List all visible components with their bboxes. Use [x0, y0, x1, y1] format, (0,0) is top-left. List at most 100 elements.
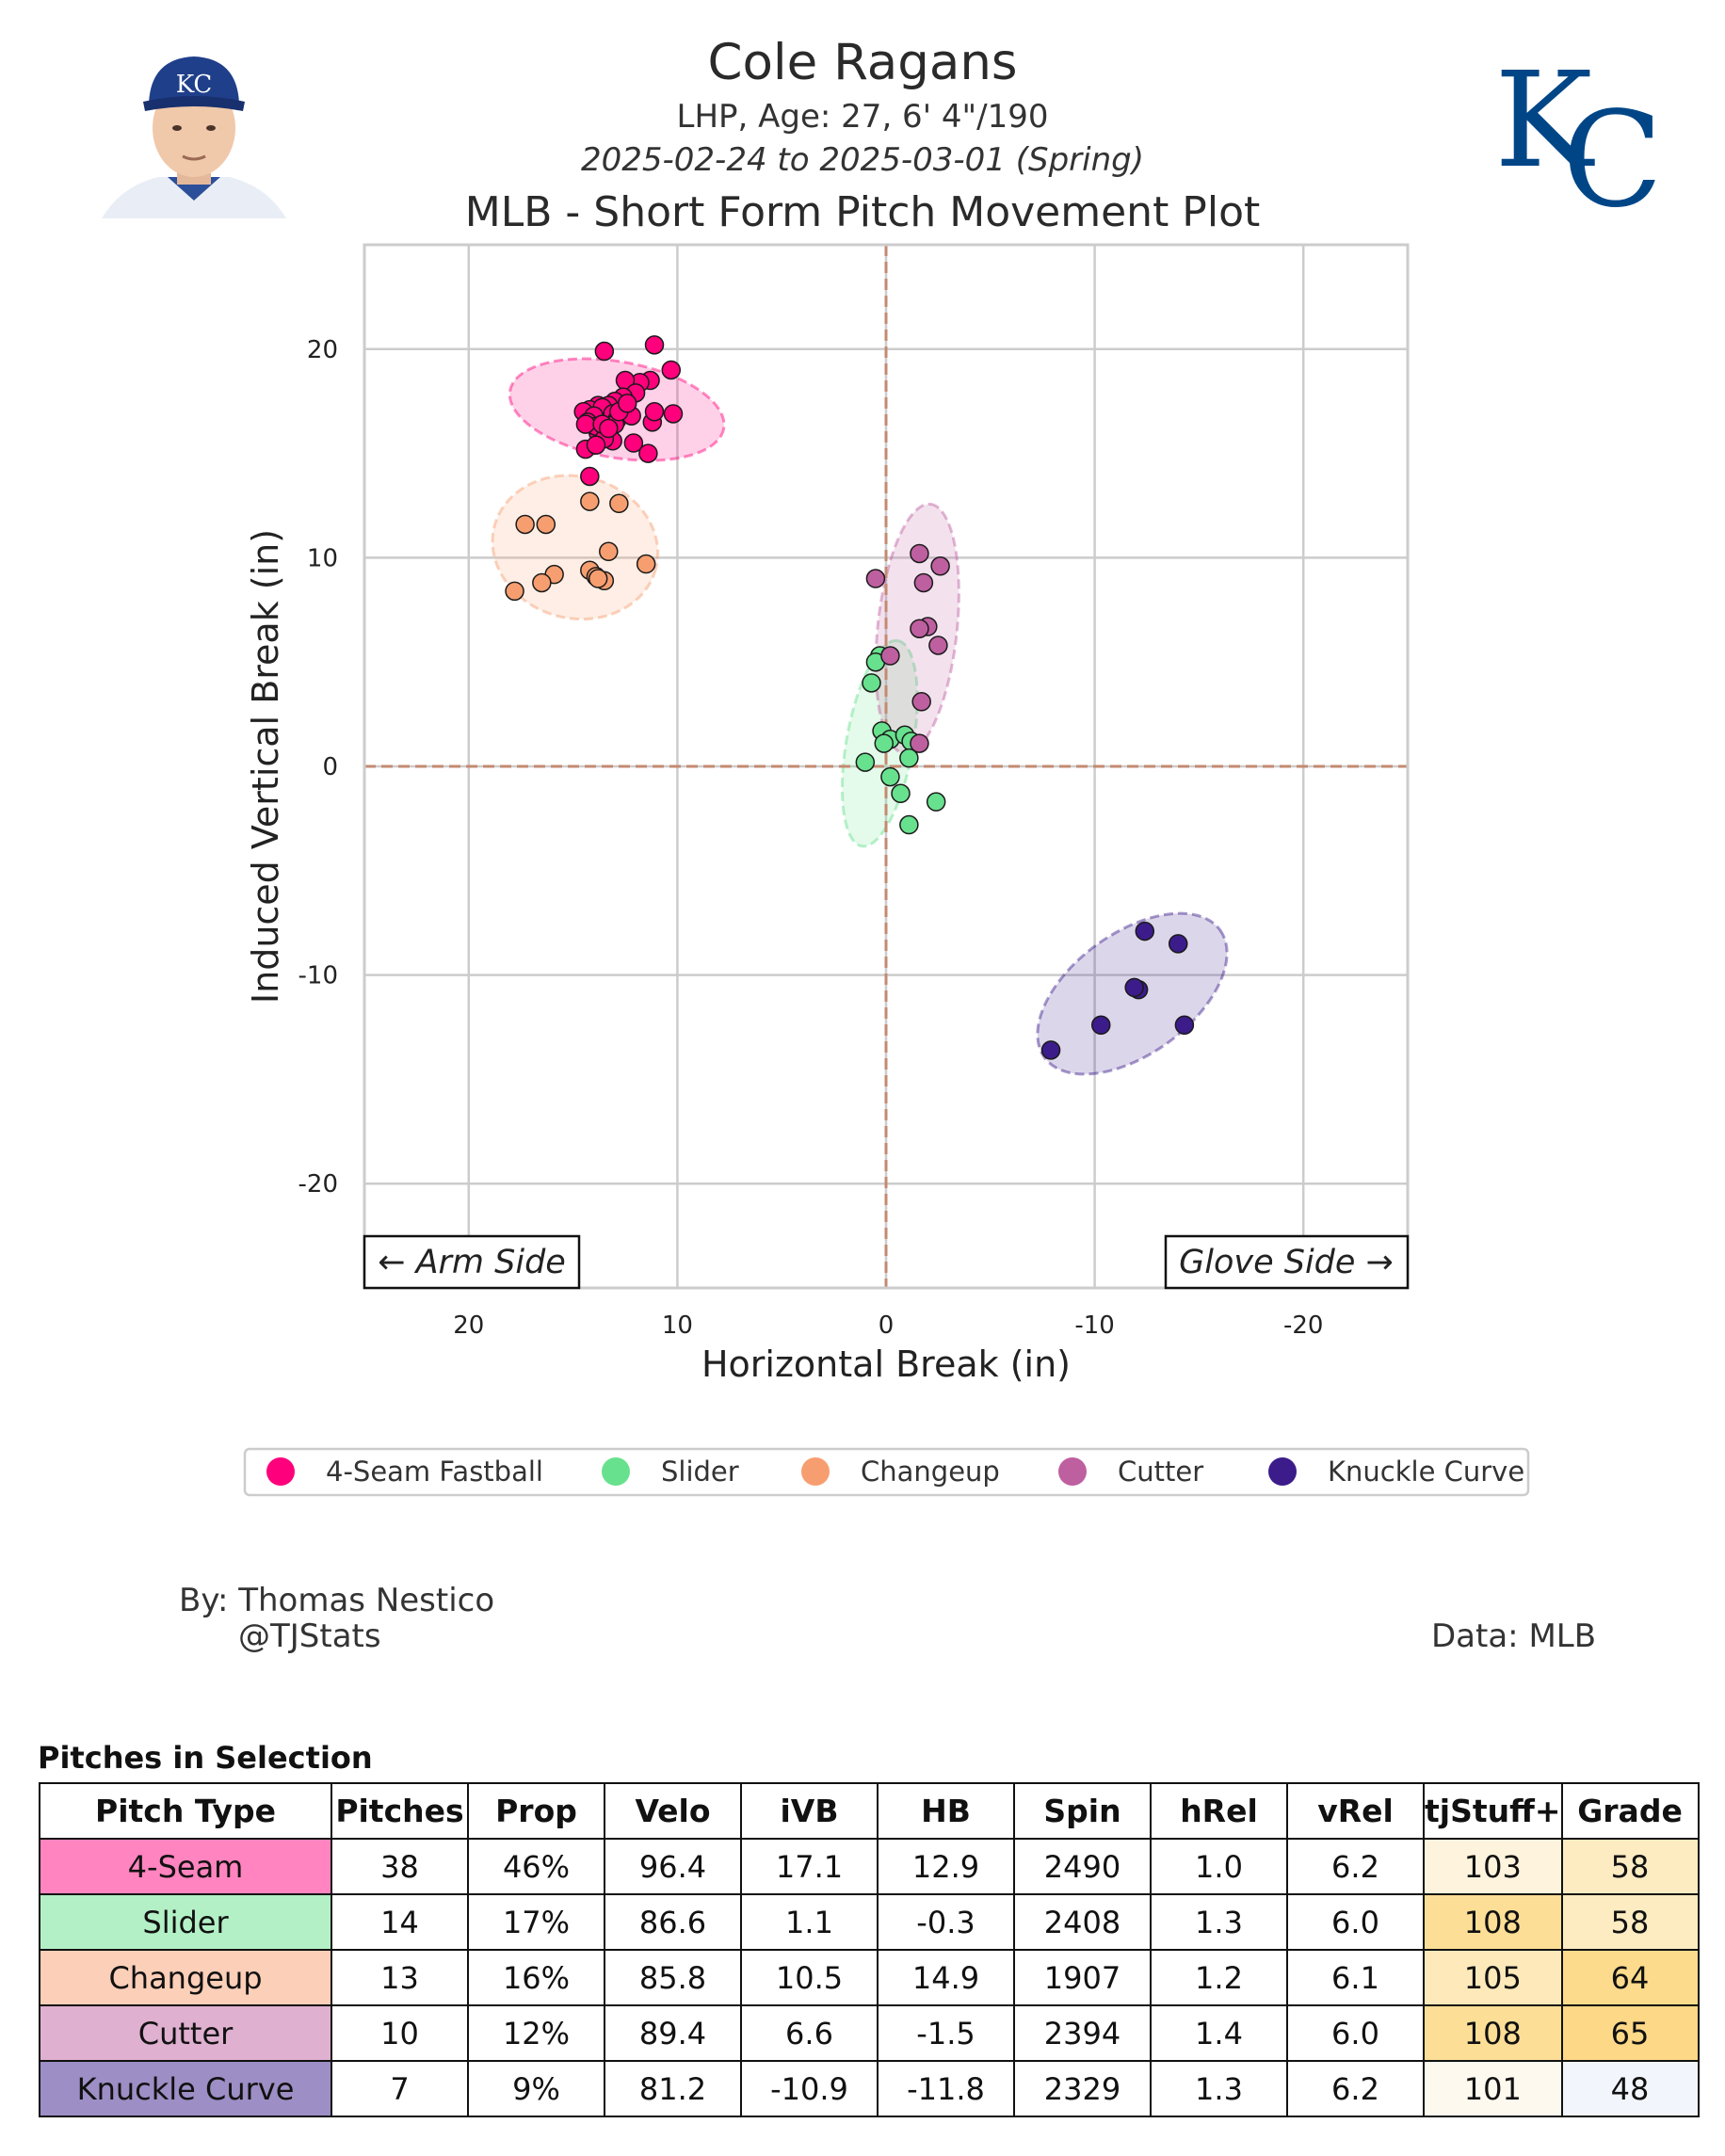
cutter-point — [911, 692, 931, 712]
legend-marker-knuckle-curve — [1268, 1457, 1297, 1486]
table-cell: -0.3 — [877, 1893, 1015, 1951]
header-grade: Grade — [1560, 1782, 1700, 1840]
pitch-type-cell: Knuckle Curve — [39, 2060, 332, 2117]
table-cell: 1.4 — [1150, 2004, 1288, 2062]
table-cell: 14 — [330, 1893, 469, 1951]
4-seam-fastball-point — [638, 443, 658, 463]
table-cell: 89.4 — [604, 2004, 742, 2062]
table-cell: 1.1 — [740, 1893, 879, 1951]
table-cell: 65 — [1560, 2004, 1700, 2062]
table-cell: 6.1 — [1286, 1949, 1425, 2006]
slider-point — [891, 783, 911, 804]
header-hrel: hRel — [1150, 1782, 1288, 1840]
header-pitches: Pitches — [330, 1782, 469, 1840]
changeup-point — [580, 491, 600, 511]
slider-point — [874, 733, 895, 753]
slider-point — [899, 814, 919, 835]
4-seam-fastball-point — [580, 466, 600, 487]
table-row: Knuckle Curve 7 9% 81.2 -10.9 -11.8 2329 1.3 6.2… — [39, 2060, 1700, 2117]
table-cell: 6.6 — [740, 2004, 879, 2062]
legend-label-knuckle-curve: Knuckle Curve — [1328, 1456, 1524, 1488]
legend-label-cutter: Cutter — [1118, 1456, 1203, 1488]
slider-point — [899, 748, 919, 768]
changeup-point — [536, 514, 556, 535]
table-cell: 6.0 — [1286, 1893, 1425, 1951]
slider-point — [880, 766, 900, 787]
changeup-point — [609, 493, 629, 514]
legend-label-slider: Slider — [661, 1456, 739, 1488]
svg-text:K: K — [1494, 45, 1595, 198]
table-cell: 6.2 — [1286, 2060, 1425, 2117]
legend-marker-slider — [602, 1457, 630, 1486]
y-tick-label: -20 — [298, 1170, 338, 1199]
4-seam-fastball-point — [594, 341, 615, 362]
slider-point — [862, 673, 881, 693]
4-seam-fastball-point — [599, 418, 619, 439]
changeup-point — [588, 569, 608, 588]
changeup-point — [636, 554, 656, 574]
table-cell: 17.1 — [740, 1838, 879, 1895]
table-cell: 6.0 — [1286, 2004, 1425, 2062]
knuckle-curve-point — [1174, 1015, 1195, 1036]
changeup-point — [599, 541, 619, 562]
x-tick-label: 0 — [879, 1311, 895, 1340]
table-cell: 46% — [467, 1838, 605, 1895]
tick-labels: 20 10 0 -10 -20 20 10 0 -10 -20 — [298, 336, 1324, 1340]
changeup-point — [505, 581, 524, 602]
cutter-point — [930, 556, 950, 576]
4-seam-fastball-point — [644, 335, 665, 355]
header-hb: HB — [877, 1782, 1015, 1840]
table-cell: 64 — [1560, 1949, 1700, 2006]
table-cell: 9% — [467, 2060, 605, 2117]
4-seam-fastball-point — [586, 435, 606, 455]
arm-side-annotation: ← Arm Side — [363, 1234, 581, 1290]
kc-royals-logo-icon: K C — [1494, 45, 1663, 215]
table-body: 4-Seam 38 46% 96.4 17.1 12.9 2490 1.0 6.2 103 58 Sl… — [39, 1838, 1700, 2117]
legend-marker-changeup — [801, 1457, 830, 1486]
table-cell: 13 — [330, 1949, 469, 2006]
table-cell: 17% — [467, 1893, 605, 1951]
pitch-movement-plot: 20 10 0 -10 -20 20 10 0 -10 -20 ← Arm Side Glove … — [243, 243, 1530, 1497]
y-axis-label: Induced Vertical Break (in) — [245, 529, 286, 1004]
x-tick-label: 10 — [662, 1311, 693, 1340]
glove-side-annotation: Glove Side → — [1164, 1234, 1410, 1290]
4-seam-fastball-point — [575, 414, 596, 434]
4-seam-fastball-point — [661, 360, 682, 380]
knuckle-curve-point — [1135, 921, 1155, 941]
plot-frame — [363, 243, 1410, 1290]
table-cell: 1907 — [1013, 1949, 1152, 2006]
table-row: Changeup 13 16% 85.8 10.5 14.9 1907 1.2 6.1 105 64 — [39, 1949, 1700, 2006]
legend-marker-4-seam-fastball — [266, 1457, 295, 1486]
cutter-point — [910, 619, 929, 638]
pitch-points — [505, 335, 1195, 1060]
table-row: Cutter 10 12% 89.4 6.6 -1.5 2394 1.4 6.0 108 65 — [39, 2004, 1700, 2062]
table-cell: 2329 — [1013, 2060, 1152, 2117]
4-seam-fastball-point — [663, 404, 684, 424]
table-cell: 2490 — [1013, 1838, 1152, 1895]
knuckle-curve-point — [1090, 1015, 1111, 1036]
table-cell: 85.8 — [604, 1949, 742, 2006]
cutter-point — [910, 543, 929, 564]
x-axis-label: Horizontal Break (in) — [701, 1343, 1071, 1385]
credit-handle: @TJStats — [238, 1617, 381, 1655]
legend: 4-Seam Fastball Slider Changeup Cutter Knuck… — [266, 1456, 1524, 1488]
x-tick-label: 20 — [453, 1311, 484, 1340]
date-range: 2025-02-24 to 2025-03-01 (Spring) — [581, 141, 1144, 179]
table-row: Slider 14 17% 86.6 1.1 -0.3 2408 1.3 6.0 108 58 — [39, 1893, 1700, 1951]
pitch-type-cell: Slider — [39, 1893, 332, 1951]
pitch-type-cell: Cutter — [39, 2004, 332, 2062]
legend-marker-cutter — [1058, 1457, 1087, 1486]
table-cell: 86.6 — [604, 1893, 742, 1951]
x-tick-label: -20 — [1283, 1311, 1323, 1340]
header-tjstuff: tjStuff+ — [1423, 1782, 1563, 1840]
header-spin: Spin — [1013, 1782, 1152, 1840]
cutter-point — [865, 569, 886, 588]
changeup-ellipse — [491, 474, 660, 621]
credit-data-source: Data: MLB — [1431, 1617, 1597, 1655]
pitch-type-cell: Changeup — [39, 1949, 332, 2006]
table-cell: 1.2 — [1150, 1949, 1288, 2006]
4-seam-fastball-point — [617, 394, 637, 413]
arm-side-label: ← Arm Side — [378, 1244, 566, 1281]
table-cell: 12% — [467, 2004, 605, 2062]
table-cell: 108 — [1423, 2004, 1563, 2062]
